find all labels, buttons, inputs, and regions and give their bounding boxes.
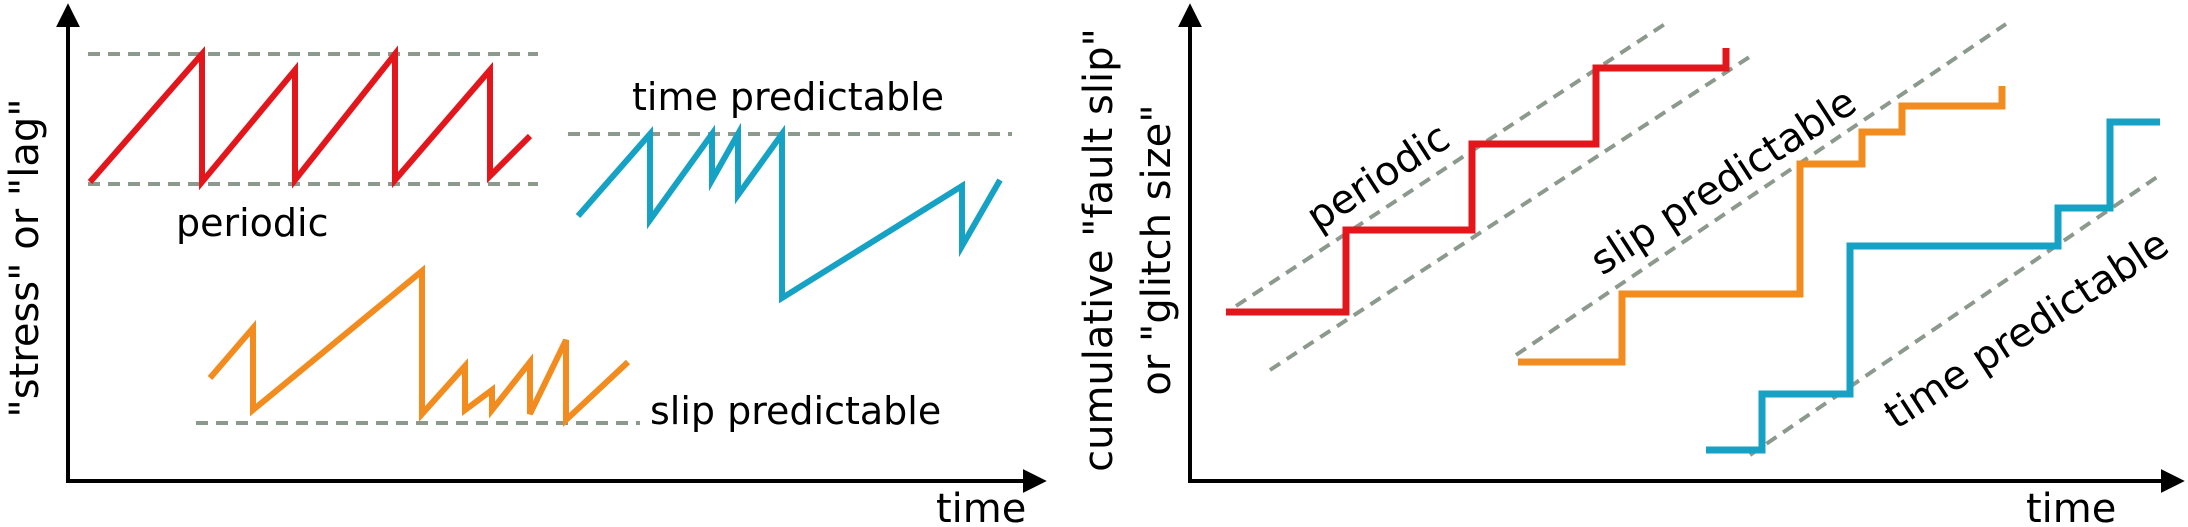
left-x-axis-label: time bbox=[936, 486, 1026, 527]
right-label-slip-predictable: slip predictable bbox=[1582, 79, 1864, 285]
right-label-periodic: periodic bbox=[1298, 114, 1458, 240]
left-time-predictable-curve bbox=[575, 122, 1003, 304]
right-x-axis-label: time bbox=[2026, 486, 2116, 527]
left-label-time-predictable: time predictable bbox=[632, 75, 944, 119]
left-slip-predictable-curve bbox=[207, 264, 631, 427]
left-periodic-curve bbox=[87, 45, 533, 191]
right-y-axis-label-line2: or "glitch size" bbox=[1134, 104, 1180, 395]
right-time-predictable-curve bbox=[1706, 118, 2160, 454]
left-y-axis-label: "stress" or "lag" bbox=[2, 98, 48, 417]
right-time-predictable-lower-guide bbox=[1740, 175, 2168, 468]
left-panel: periodic time predictable slip predictab… bbox=[2, 3, 1047, 527]
right-y-axis-label-line1: cumulative "fault slip" bbox=[1076, 28, 1122, 472]
left-label-slip-predictable: slip predictable bbox=[650, 389, 941, 433]
right-panel: periodic slip predictable time predictab… bbox=[1076, 3, 2185, 527]
right-time-predictable-upper-guide bbox=[1748, 173, 2162, 457]
right-label-time-predictable: time predictable bbox=[1876, 221, 2177, 438]
left-label-periodic: periodic bbox=[176, 201, 329, 245]
right-slip-predictable-curve bbox=[1518, 86, 2006, 366]
right-periodic-lower-guide bbox=[1268, 52, 1756, 372]
right-periodic-curve bbox=[1226, 48, 1730, 316]
